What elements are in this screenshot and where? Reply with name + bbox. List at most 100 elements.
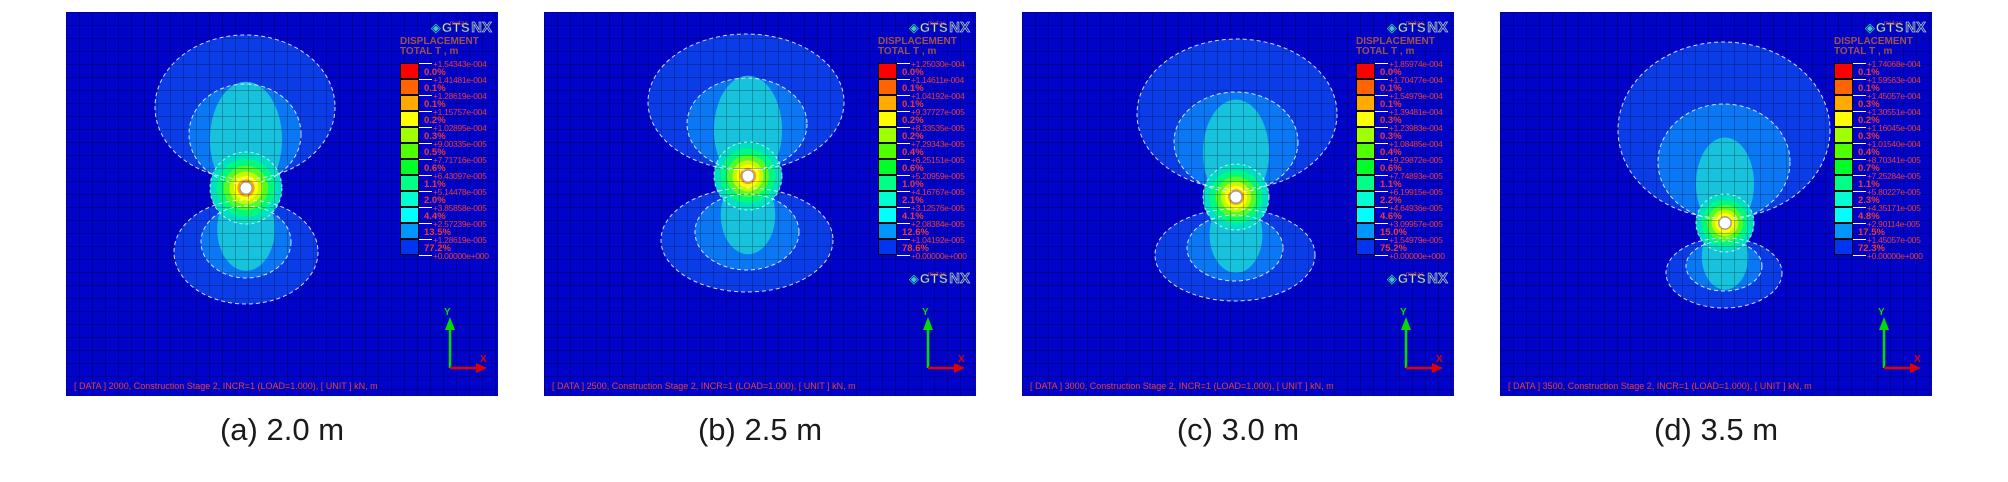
legend-tick-value: +1.04192e-005 [911,235,965,245]
legend-tick [1375,191,1388,192]
legend-tick [419,63,432,64]
legend-tick-value: +1.15757e-004 [433,107,487,117]
legend-tick [897,207,910,208]
legend-color-cell [400,143,419,159]
legend-tick [419,223,432,224]
legend-tick-value: +3.85858e-005 [433,203,487,213]
tunnel-opening [1229,190,1243,204]
y-axis-arrowhead [1401,317,1411,330]
tunnel-opening [239,181,253,195]
legend-tick [1853,239,1866,240]
model-viewport: ◈ midas GTS NX DISPLACEMENT TOTAL T , m … [1500,12,1932,396]
legend-band-percent: 0.2% [1858,115,1880,126]
legend-band-percent: 0.2% [902,131,924,142]
legend-band-percent: 2.3% [1858,195,1880,206]
legend-title: DISPLACEMENT TOTAL T , m [878,37,972,57]
legend-tick-value: +6.19915e-005 [1389,187,1443,197]
legend-tick [897,223,910,224]
midas-brand-text: midas [1405,272,1425,278]
gtsnx-logo: ◈ midas GTS NX [1865,17,1926,36]
upper-lobe-outline [647,33,845,171]
legend-tick [897,191,910,192]
contour-plot [1500,12,1932,396]
legend-color-cell [1356,159,1375,175]
legend-scale: +1.74068e-004 +1.59563e-004 +1.45057e-004 +… [1834,59,1928,265]
legend-color-cell [1356,143,1375,159]
legend-title-line1: DISPLACEMENT [400,36,479,47]
contour-plot [66,12,498,396]
nx-brand-text: NX [1905,19,1926,36]
legend-tick [1853,207,1866,208]
x-axis-arrowhead [954,363,965,373]
fea-panel: ◈ midas GTS NX DISPLACEMENT TOTAL T , m … [66,12,498,448]
axis-triad: Y X [1400,307,1443,373]
midas-diamond-icon: ◈ [908,20,919,35]
legend-title-line2: TOTAL T , m [400,46,459,57]
legend-color-cell [400,159,419,175]
legend-tick [897,175,910,176]
legend-band-percent: 0.0% [1380,67,1402,78]
legend-band-percent: 12.6% [902,227,929,238]
legend-tick [897,143,910,144]
legend-tick-value: +1.16045e-004 [1867,123,1921,133]
legend-band-percent: 0.0% [902,67,924,78]
midas-diamond-icon: ◈ [908,271,919,286]
lower-lobe-outline [660,187,834,293]
legend-tick-value: +2.90114e-005 [1867,219,1920,229]
legend-band-percent: 0.6% [1380,163,1402,174]
legend-color-cell [878,191,897,207]
legend-tick-value: +1.70477e-004 [1389,75,1443,85]
lower-mid-outline [694,193,800,271]
legend-tick [1375,111,1388,112]
legend-color-cell [1356,223,1375,239]
legend-color-cell [400,223,419,239]
y-axis-label: Y [444,307,451,318]
legend-color-cell [878,63,897,79]
legend-band-percent: 0.4% [1858,147,1880,158]
legend-tick-value: +1.85974e-004 [1389,59,1443,69]
x-axis-label: X [1914,354,1921,365]
legend-tick-value: +1.54343e-004 [433,59,487,69]
contour-plot [1022,12,1454,396]
panel-caption: (a) 2.0 m [219,412,345,447]
legend-color-cell [1834,223,1853,239]
legend-color-cell [1834,111,1853,127]
contour-legend: ◈ midas GTS NX DISPLACEMENT TOTAL T , m … [388,17,494,265]
legend-color-cell [1834,143,1853,159]
legend-band-percent: 4.1% [902,211,924,222]
legend-tick-value: +7.25284e-005 [1867,171,1921,181]
legend-tick [1853,223,1866,224]
legend-tick [1853,175,1866,176]
gts-brand-text: GTS [919,20,949,35]
legend-tick [419,207,432,208]
lower-mid-outline [1685,240,1763,292]
legend-color-cell [1356,175,1375,191]
legend-tick-value: +1.28619e-004 [433,91,487,101]
tunnel-opening [741,169,755,183]
legend-tick [1375,159,1388,160]
legend-band-percent: 0.2% [902,115,924,126]
legend-band-percent: 0.0% [424,67,446,78]
x-axis-label: X [958,354,965,365]
legend-band-percent: 0.1% [902,99,924,110]
legend-tick-value: +4.35171e-005 [1867,203,1921,213]
legend-tick [897,159,910,160]
x-axis-label: X [1436,354,1443,365]
legend-tick-value: +5.14478e-005 [433,187,487,197]
x-axis-arrowhead [1910,363,1921,373]
legend-band-percent: 0.1% [1858,67,1880,78]
legend-tick-value: +8.33535e-005 [911,123,965,133]
legend-band-percent: 0.2% [424,115,446,126]
tunnel-opening [1718,216,1732,230]
mesh-overlay [1500,12,1932,396]
ring-outline [1202,163,1270,231]
legend-title-line1: DISPLACEMENT [1356,36,1435,47]
mesh-overlay [66,12,498,396]
upper-mid-outline [188,83,302,185]
legend-color-cell [1834,159,1853,175]
legend-tick [419,79,432,80]
legend-band-percent: 0.1% [424,83,446,94]
legend-tick [1375,63,1388,64]
midas-brand-text: midas [927,21,947,27]
figure-row: ◈ midas GTS NX DISPLACEMENT TOTAL T , m … [66,12,1932,448]
